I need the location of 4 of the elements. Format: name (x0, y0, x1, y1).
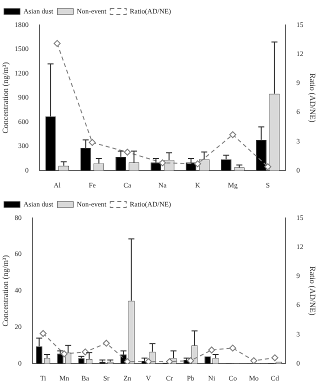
y2-axis-title: Ratio (AD/NE) (308, 266, 318, 316)
y-axis-title: Concentration (ng/m³) (0, 254, 10, 327)
y-axis-title: Concentration (ng/m³) (0, 62, 10, 134)
y2-axis-title: Ratio (AD/NE) (308, 73, 318, 123)
